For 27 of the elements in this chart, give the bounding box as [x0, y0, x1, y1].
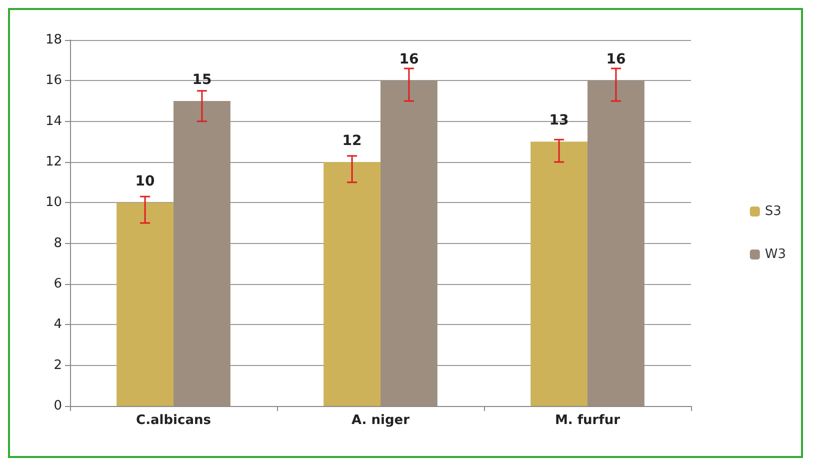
bar	[530, 142, 588, 406]
x-tick-label: A. niger	[351, 413, 410, 428]
data-label: 16	[399, 52, 419, 68]
y-tick-label: 12	[45, 154, 62, 170]
x-tick-label: C.albicans	[136, 413, 212, 428]
y-tick-label: 18	[45, 32, 62, 48]
y-tick-label: 10	[45, 195, 62, 210]
y-tick-label: 2	[54, 358, 62, 373]
y-tick-label: 4	[54, 317, 62, 332]
data-label: 15	[192, 72, 212, 88]
bar	[324, 162, 380, 406]
legend-label: S3	[764, 204, 782, 219]
y-tick-label: 14	[45, 114, 62, 129]
data-label: 16	[606, 52, 626, 68]
data-label: 13	[549, 112, 569, 129]
y-tick-label: 0	[54, 398, 62, 414]
bar	[116, 202, 174, 406]
y-tick-label: 8	[54, 236, 62, 251]
x-tick-label: M. furfur	[554, 413, 621, 428]
bar	[588, 80, 644, 406]
y-tick-label: 6	[54, 276, 62, 292]
legend-label: W3	[764, 247, 786, 262]
bar	[174, 101, 230, 406]
y-tick-label: 16	[45, 73, 62, 88]
data-label: 10	[135, 174, 156, 190]
data-label: 12	[342, 133, 362, 149]
bar	[380, 80, 438, 406]
